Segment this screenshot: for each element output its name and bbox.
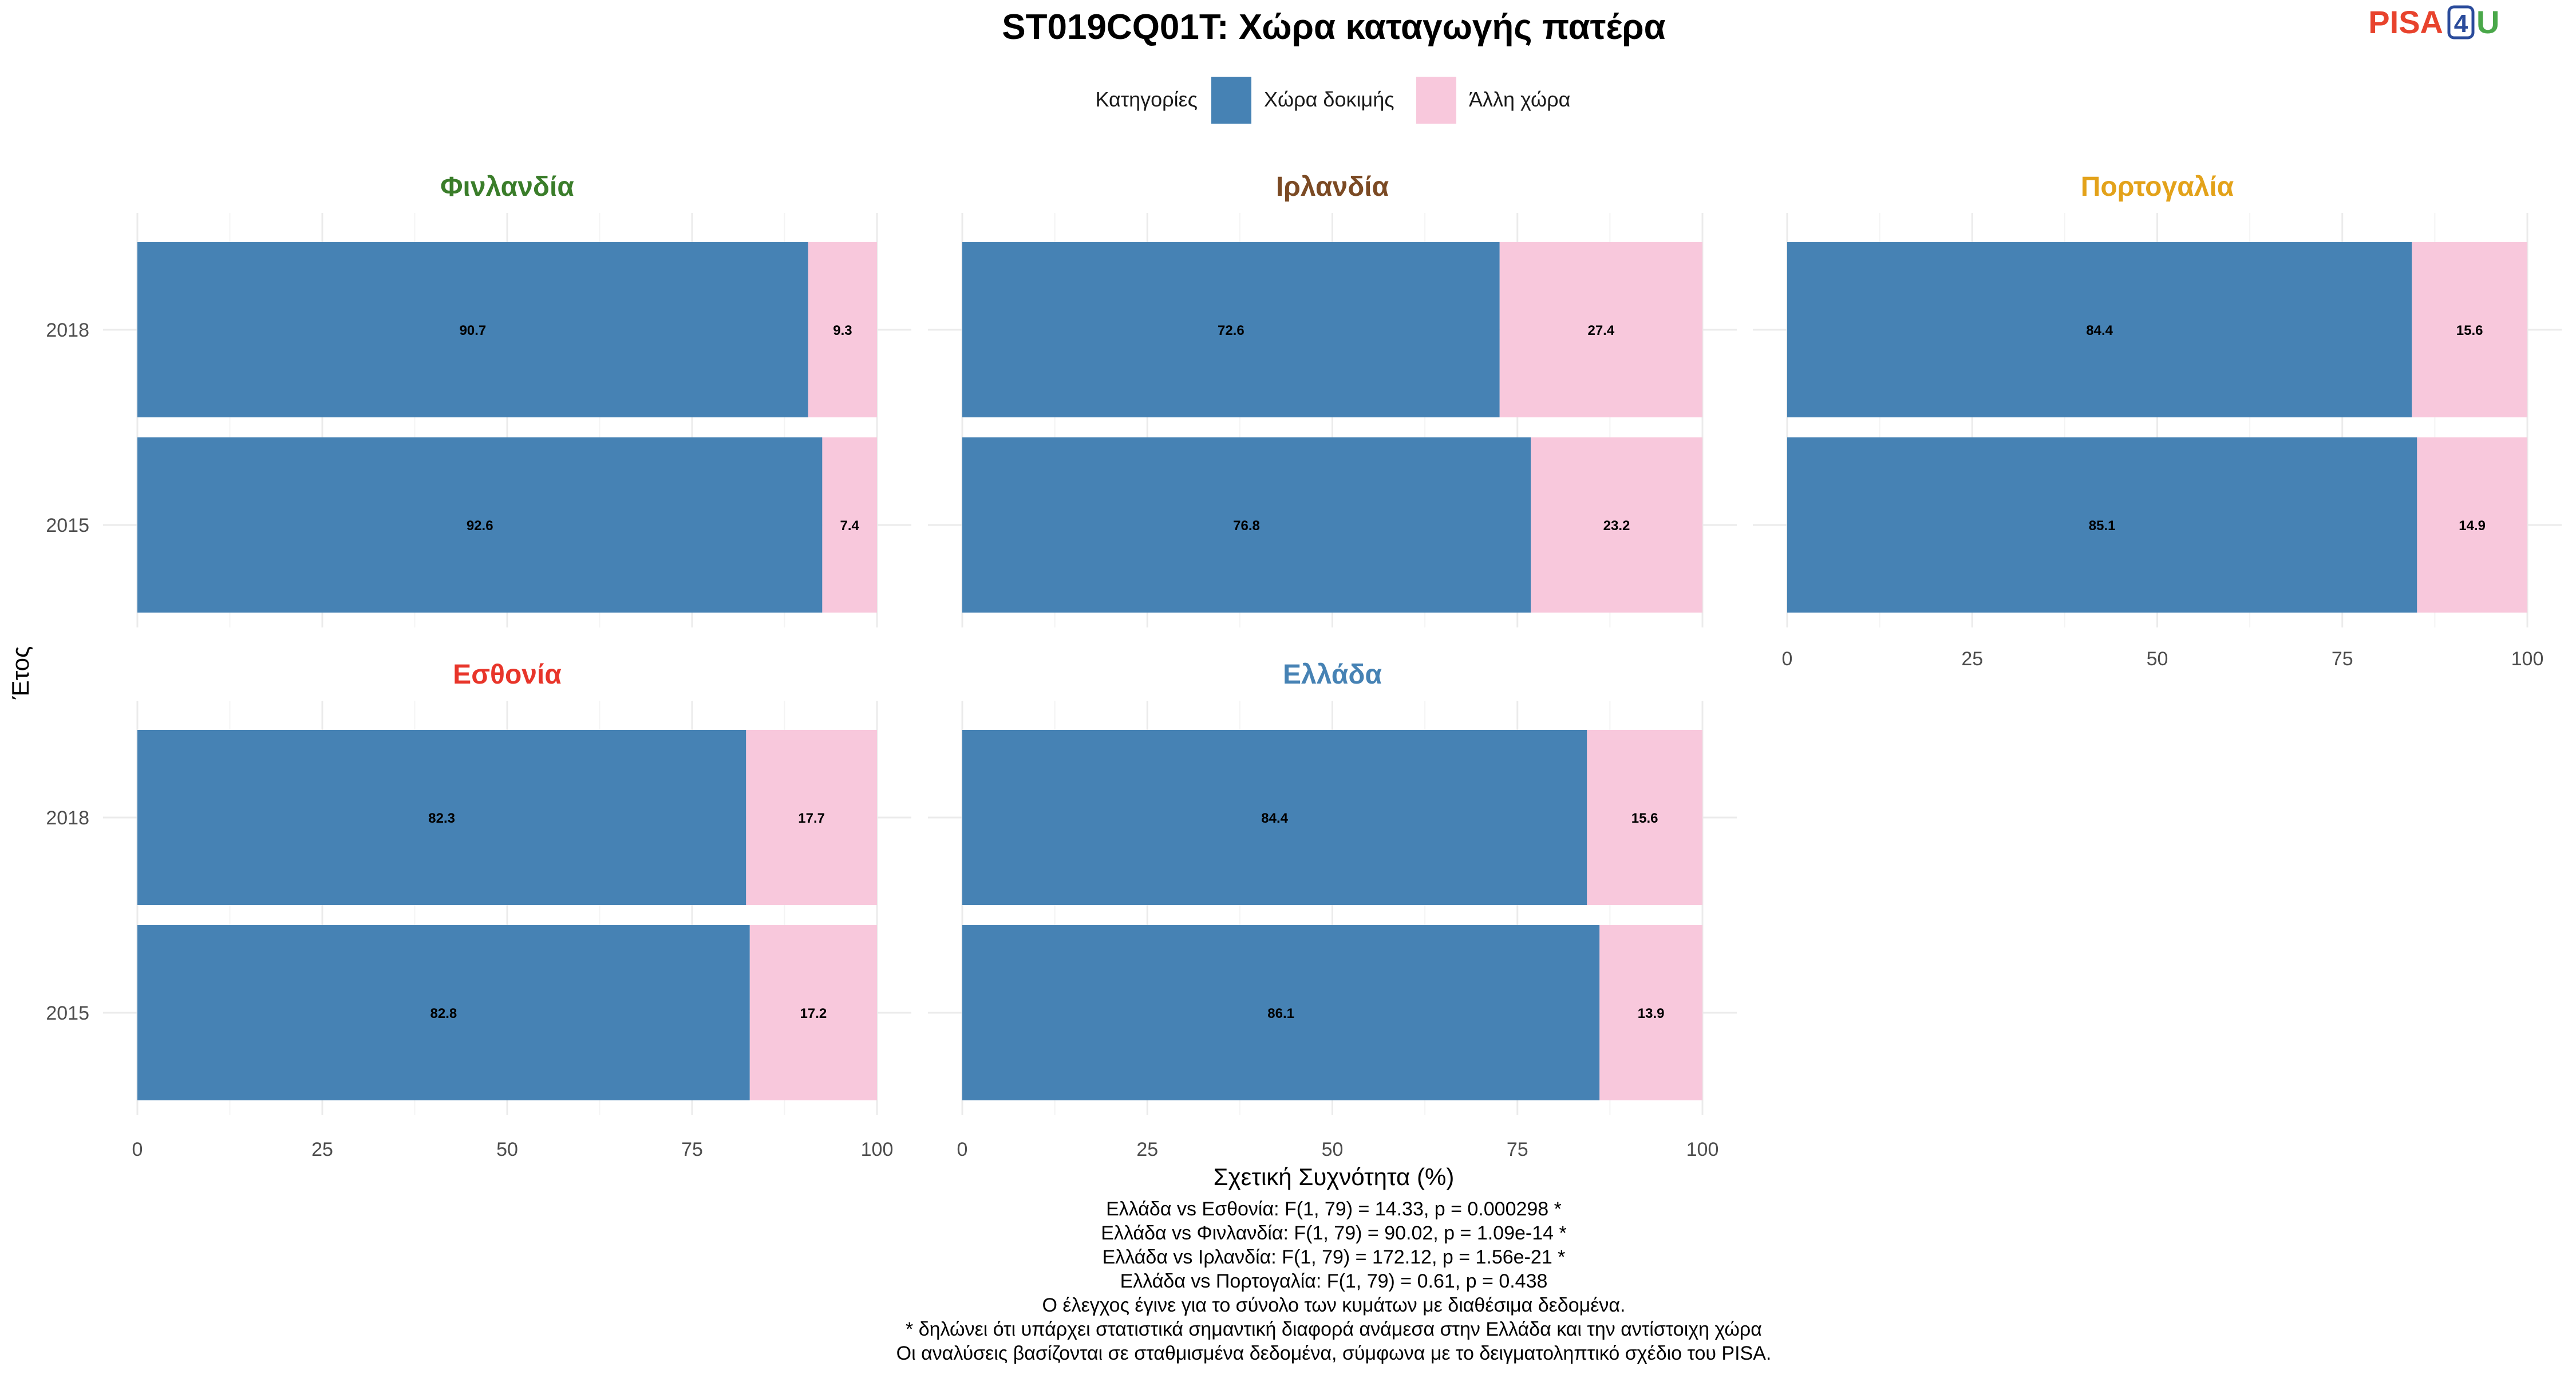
pisa4u-logo: PISA 4 U bbox=[2368, 4, 2499, 40]
bar-value-label: 17.2 bbox=[800, 1006, 827, 1021]
note-line: Ο έλεγχος έγινε για το σύνολο των κυμάτω… bbox=[1042, 1294, 1626, 1316]
bar-segment bbox=[2417, 437, 2527, 613]
y-tick-label: 2018 bbox=[46, 319, 89, 341]
panel-title: Φινλανδία bbox=[440, 172, 574, 202]
x-tick-label: 0 bbox=[957, 1139, 968, 1160]
bar-segment bbox=[962, 925, 1600, 1100]
logo-text-4: 4 bbox=[2454, 10, 2468, 38]
legend-swatch-test-country bbox=[1211, 77, 1251, 124]
legend-label-other-country: Άλλη χώρα bbox=[1469, 88, 1570, 111]
x-tick-label: 0 bbox=[132, 1139, 143, 1160]
bar-value-label: 76.8 bbox=[1233, 518, 1260, 534]
logo-text-pisa: PISA bbox=[2368, 4, 2443, 40]
x-tick-label: 0 bbox=[1782, 648, 1793, 670]
bar-value-label: 85.1 bbox=[2089, 518, 2116, 534]
bar-value-label: 13.9 bbox=[1638, 1006, 1665, 1021]
x-tick-label: 50 bbox=[1322, 1139, 1344, 1160]
x-tick-label: 50 bbox=[2147, 648, 2168, 670]
bar-value-label: 86.1 bbox=[1267, 1006, 1294, 1021]
bar-segment bbox=[962, 730, 1587, 905]
note-line: * δηλώνει ότι υπάρχει στατιστικά σημαντι… bbox=[906, 1318, 1762, 1340]
panel-4: Εσθονία 82.3 17.7 82.8 17.2 2018 2015 0 25 50 75 10… bbox=[46, 660, 911, 1160]
bar-value-label: 15.6 bbox=[1631, 811, 1658, 826]
y-tick-label: 2015 bbox=[46, 515, 89, 536]
panel-title: Ιρλανδία bbox=[1276, 172, 1389, 202]
panels: Φινλανδία 90.7 9.3 92.6 7.4 2018 2015 Ιρλανδία 7… bbox=[46, 172, 2562, 1160]
bar-value-label: 82.3 bbox=[428, 811, 455, 826]
y-tick-label: 2018 bbox=[46, 807, 89, 829]
x-tick-label: 100 bbox=[2511, 648, 2544, 670]
panel-title: Εσθονία bbox=[453, 660, 562, 690]
x-axis-label: Σχετική Συχνότητα (%) bbox=[1214, 1163, 1455, 1190]
bar-segment bbox=[1587, 730, 1702, 905]
panel-title: Πορτογαλία bbox=[2081, 172, 2234, 202]
bar-segment bbox=[137, 242, 808, 417]
bar-value-label: 84.4 bbox=[2086, 323, 2113, 338]
x-tick-label: 75 bbox=[2332, 648, 2353, 670]
x-tick-label: 25 bbox=[1961, 648, 1983, 670]
legend-label-test-country: Χώρα δοκιμής bbox=[1264, 88, 1394, 111]
bar-segment bbox=[2412, 242, 2527, 417]
logo-text-u: U bbox=[2476, 4, 2499, 40]
bar-segment bbox=[137, 925, 750, 1100]
notes: Ελλάδα vs Εσθονία: F(1, 79) = 14.33, p =… bbox=[896, 1198, 1772, 1364]
legend-title: Κατηγορίες bbox=[1095, 88, 1198, 111]
panel-title: Ελλάδα bbox=[1283, 660, 1382, 690]
bar-segment bbox=[808, 242, 877, 417]
note-line: Ελλάδα vs Φινλανδία: F(1, 79) = 90.02, p… bbox=[1101, 1222, 1566, 1244]
logo-box bbox=[2447, 5, 2475, 40]
x-tick-label: 50 bbox=[496, 1139, 518, 1160]
x-tick-label: 100 bbox=[1686, 1139, 1719, 1160]
note-line: Οι αναλύσεις βασίζονται σε σταθμισμένα δ… bbox=[896, 1343, 1772, 1364]
bar-value-label: 72.6 bbox=[1218, 323, 1244, 338]
x-tick-label: 25 bbox=[311, 1139, 333, 1160]
bar-segment bbox=[1499, 242, 1702, 417]
x-tick-label: 25 bbox=[1136, 1139, 1158, 1160]
panel-2: Ιρλανδία 72.6 27.4 76.8 23.2 bbox=[928, 172, 1737, 627]
bar-segment bbox=[137, 437, 823, 613]
bar-value-label: 90.7 bbox=[460, 323, 487, 338]
bar-value-label: 27.4 bbox=[1587, 323, 1614, 338]
legend-swatch-other-country bbox=[1416, 77, 1456, 124]
bar-segment bbox=[822, 437, 877, 613]
panel-3: Πορτογαλία 84.4 15.6 85.1 14.9 0 25 50 75 100 bbox=[1753, 172, 2562, 670]
bar-segment bbox=[1599, 925, 1702, 1100]
y-axis-label: Έτος bbox=[7, 646, 34, 700]
bar-value-label: 84.4 bbox=[1261, 811, 1288, 826]
bar-segment bbox=[1531, 437, 1702, 613]
note-line: Ελλάδα vs Εσθονία: F(1, 79) = 14.33, p =… bbox=[1106, 1198, 1562, 1220]
note-line: Ελλάδα vs Πορτογαλία: F(1, 79) = 0.61, p… bbox=[1120, 1270, 1548, 1292]
bar-value-label: 15.6 bbox=[2456, 323, 2483, 338]
bar-value-label: 82.8 bbox=[430, 1006, 457, 1021]
bar-segment bbox=[962, 437, 1531, 613]
x-tick-label: 100 bbox=[861, 1139, 894, 1160]
bar-value-label: 14.9 bbox=[2459, 518, 2486, 534]
bar-segment bbox=[1787, 437, 2417, 613]
chart-title: ST019CQ01T: Χώρα καταγωγής πατέρα bbox=[1002, 7, 1665, 47]
bar-value-label: 23.2 bbox=[1603, 518, 1630, 534]
bar-segment bbox=[1787, 242, 2412, 417]
x-tick-label: 75 bbox=[1507, 1139, 1528, 1160]
bar-value-label: 17.7 bbox=[798, 811, 825, 826]
bar-segment bbox=[962, 242, 1500, 417]
note-line: Ελλάδα vs Ιρλανδία: F(1, 79) = 172.12, p… bbox=[1103, 1246, 1566, 1268]
bar-segment bbox=[749, 925, 877, 1100]
panel-5: Ελλάδα 84.4 15.6 86.1 13.9 0 25 50 75 100 bbox=[928, 660, 1737, 1160]
bar-value-label: 7.4 bbox=[840, 518, 860, 534]
legend: Κατηγορίες Χώρα δοκιμής Άλλη χώρα bbox=[1095, 77, 1570, 124]
bar-segment bbox=[746, 730, 877, 905]
bar-value-label: 9.3 bbox=[833, 323, 852, 338]
panel-1: Φινλανδία 90.7 9.3 92.6 7.4 2018 2015 bbox=[46, 172, 911, 627]
x-tick-label: 75 bbox=[681, 1139, 703, 1160]
bar-segment bbox=[137, 730, 746, 905]
y-tick-label: 2015 bbox=[46, 1002, 89, 1024]
bar-value-label: 92.6 bbox=[467, 518, 493, 534]
